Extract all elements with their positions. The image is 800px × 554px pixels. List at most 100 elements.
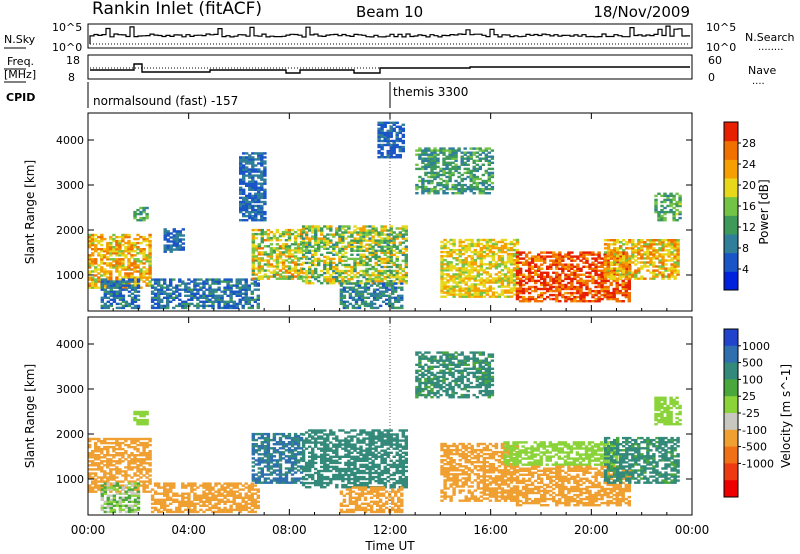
- data-cell: [166, 296, 170, 299]
- data-cell: [88, 272, 92, 275]
- data-cell: [320, 227, 324, 230]
- data-cell: [401, 127, 405, 130]
- data-cell: [251, 237, 255, 240]
- data-cell: [540, 291, 544, 295]
- data-cell: [368, 279, 372, 283]
- data-cell: [585, 261, 589, 264]
- data-cell: [109, 278, 113, 281]
- data-cell: [467, 255, 471, 258]
- data-cell: [139, 420, 143, 424]
- data-cell: [479, 279, 483, 282]
- data-cell: [503, 279, 508, 282]
- data-cell: [497, 285, 502, 288]
- data-cell: [112, 454, 116, 457]
- data-cell: [97, 235, 101, 239]
- data-cell: [675, 219, 679, 222]
- data-cell: [357, 304, 362, 308]
- data-cell: [490, 187, 495, 191]
- data-cell: [661, 267, 665, 270]
- data-cell: [625, 261, 629, 264]
- data-cell: [103, 510, 107, 514]
- data-cell: [88, 452, 92, 455]
- data-cell: [634, 271, 638, 274]
- data-cell: [395, 233, 399, 236]
- data-cell: [588, 289, 592, 293]
- data-cell: [127, 282, 131, 285]
- data-cell: [649, 243, 653, 246]
- data-cell: [603, 281, 607, 285]
- data-cell: [344, 279, 348, 283]
- data-cell: [458, 248, 462, 252]
- data-cell: [241, 298, 245, 301]
- data-cell: [606, 251, 611, 254]
- data-cell: [304, 245, 309, 248]
- data-cell: [139, 270, 143, 273]
- data-cell: [130, 256, 134, 259]
- data-cell: [365, 249, 369, 252]
- data-cell: [329, 251, 333, 254]
- nsky-left-tick-bottom: 10^0: [52, 41, 82, 54]
- data-cell: [445, 163, 449, 166]
- data-cell: [100, 296, 104, 299]
- data-cell: [257, 162, 261, 165]
- data-cell: [377, 143, 381, 147]
- data-cell: [478, 177, 482, 181]
- data-cell: [196, 302, 200, 306]
- data-cell: [121, 280, 126, 283]
- data-cell: [88, 239, 92, 243]
- data-cell: [467, 287, 471, 290]
- data-cell: [654, 202, 658, 206]
- data-cell: [304, 275, 309, 279]
- data-cell: [239, 190, 243, 193]
- data-cell: [160, 304, 164, 308]
- data-cell: [326, 247, 330, 250]
- data-cell: [242, 206, 246, 210]
- data-cell: [534, 279, 538, 283]
- data-cell: [625, 277, 629, 280]
- data-cell: [386, 237, 390, 240]
- data-cell: [491, 246, 496, 250]
- data-cell: [344, 231, 348, 234]
- data-cell: [389, 259, 393, 263]
- data-cell: [317, 275, 321, 279]
- data-cell: [660, 194, 664, 198]
- data-cell: [106, 458, 110, 461]
- data-cell: [326, 279, 330, 283]
- data-cell: [311, 273, 315, 277]
- data-cell: [446, 252, 450, 256]
- data-cell: [660, 204, 664, 208]
- data-cell: [573, 291, 577, 295]
- data-cell: [121, 298, 126, 301]
- data-cell: [299, 241, 304, 244]
- data-cell: [374, 239, 378, 242]
- data-cell: [175, 294, 179, 297]
- data-cell: [479, 261, 483, 264]
- data-cell: [609, 291, 613, 295]
- data-cell: [649, 245, 653, 248]
- data-cell: [178, 302, 182, 306]
- data-cell: [121, 486, 126, 489]
- data-cell: [588, 267, 592, 270]
- data-cell: [655, 273, 659, 276]
- data-cell: [398, 275, 402, 279]
- data-cell: [106, 504, 110, 507]
- data-cell: [512, 293, 517, 296]
- data-cell: [153, 294, 158, 297]
- data-cell: [579, 267, 583, 270]
- data-cell: [341, 269, 345, 273]
- data-cell: [666, 204, 670, 208]
- data-cell: [646, 245, 650, 248]
- data-cell: [375, 298, 380, 301]
- data-cell: [555, 271, 559, 274]
- data-cell: [275, 249, 280, 252]
- data-cell: [106, 256, 110, 259]
- data-cell: [404, 265, 408, 269]
- data-cell: [383, 135, 387, 139]
- data-cell: [667, 259, 671, 262]
- data-cell: [366, 304, 371, 308]
- data-cell: [555, 253, 559, 256]
- data-cell: [345, 282, 350, 285]
- data-cell: [304, 271, 309, 275]
- data-cell: [184, 500, 188, 503]
- data-cell: [157, 292, 161, 295]
